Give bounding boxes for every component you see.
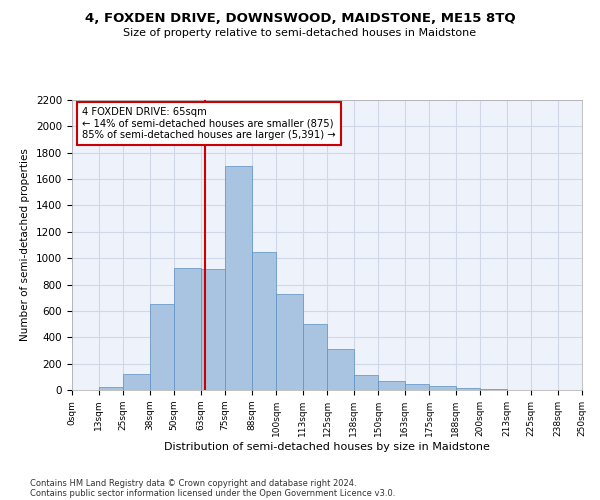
Text: Contains public sector information licensed under the Open Government Licence v3: Contains public sector information licen… (30, 488, 395, 498)
Text: Contains HM Land Registry data © Crown copyright and database right 2024.: Contains HM Land Registry data © Crown c… (30, 478, 356, 488)
Bar (429, 386, 455, 390)
Bar (251, 252, 276, 390)
Bar (455, 388, 480, 390)
Bar (200, 268, 225, 390)
Bar (174, 268, 200, 390)
Bar (327, 349, 353, 390)
Text: Size of property relative to semi-detached houses in Maidstone: Size of property relative to semi-detach… (124, 28, 476, 38)
Bar (404, 384, 429, 390)
Bar (225, 166, 251, 390)
Text: 4, FOXDEN DRIVE, DOWNSWOOD, MAIDSTONE, ME15 8TQ: 4, FOXDEN DRIVE, DOWNSWOOD, MAIDSTONE, M… (85, 12, 515, 26)
Text: 4 FOXDEN DRIVE: 65sqm
← 14% of semi-detached houses are smaller (875)
85% of sem: 4 FOXDEN DRIVE: 65sqm ← 14% of semi-deta… (82, 106, 336, 140)
Bar (378, 382, 404, 390)
Bar (149, 304, 174, 390)
Bar (276, 294, 302, 390)
X-axis label: Distribution of semi-detached houses by size in Maidstone: Distribution of semi-detached houses by … (164, 442, 490, 452)
Bar (98, 388, 123, 390)
Bar (123, 374, 149, 390)
Y-axis label: Number of semi-detached properties: Number of semi-detached properties (20, 148, 31, 342)
Bar (353, 375, 378, 390)
Bar (302, 324, 327, 390)
